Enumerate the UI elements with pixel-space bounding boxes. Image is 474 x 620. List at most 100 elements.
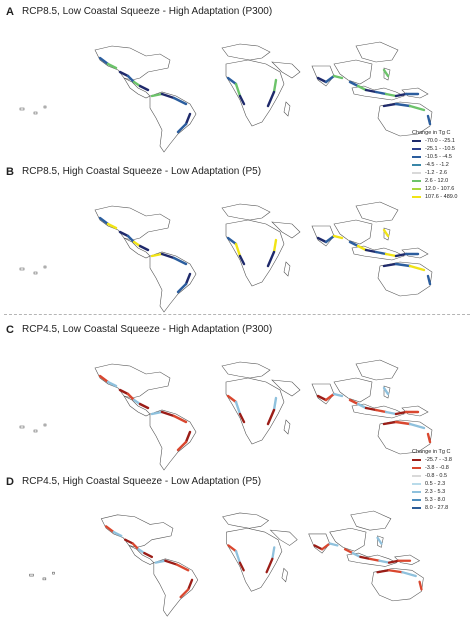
coastal-change-segment: [394, 252, 408, 258]
coastline: [19, 425, 25, 429]
coastline: [329, 527, 367, 552]
legend-label: 12.0 - 107.6: [425, 186, 455, 192]
legend-label: -4.5 - -1.2: [425, 162, 449, 168]
coastal-change-segment: [418, 580, 423, 591]
coastal-change-segment: [426, 274, 432, 286]
coastal-change-segment: [226, 236, 238, 246]
legend-label: -0.8 - 0.5: [425, 473, 448, 479]
legend-label: 2.6 - 12.0: [425, 178, 449, 184]
section-divider: [4, 314, 470, 315]
coastal-change-segment: [364, 248, 378, 254]
panel-title: RCP4.5, Low Coastal Squeeze - High Adapt…: [22, 324, 273, 335]
coastal-change-segment: [98, 374, 110, 384]
legend-item: 12.0 - 107.6: [412, 185, 457, 193]
coastline: [271, 221, 301, 239]
coastline: [33, 111, 38, 115]
coastal-change-segment: [316, 394, 328, 402]
coastline: [221, 203, 271, 221]
coastal-change-segment: [332, 234, 344, 240]
panel-letter: A: [6, 6, 14, 18]
coastal-change-segment: [376, 536, 383, 545]
coastal-change-segment: [106, 380, 118, 388]
coastline: [29, 573, 34, 577]
coastal-change-segment: [172, 414, 188, 424]
coastal-change-segment: [320, 542, 331, 551]
coastline: [351, 403, 405, 419]
coastal-change-segment: [382, 262, 398, 268]
coastal-change-segment: [227, 544, 238, 553]
coastal-change-segment: [238, 561, 245, 572]
coastline: [94, 45, 171, 81]
coastal-change-segment: [364, 406, 378, 412]
coastal-change-segment: [382, 228, 390, 238]
legend-swatch: [412, 164, 421, 166]
coastal-change-segment: [271, 546, 276, 560]
coastline: [43, 105, 47, 109]
coastal-change-segment: [124, 538, 134, 545]
coastline: [333, 59, 373, 85]
coastal-change-segment: [131, 542, 140, 551]
legend-label: -3.8 - -0.8: [425, 465, 449, 471]
legend-label: 5.3 - 8.0: [425, 497, 446, 503]
legend-label: -25.7 - -3.8: [425, 457, 452, 463]
coastal-change-segment: [150, 92, 164, 98]
coastal-change-segment: [408, 422, 426, 430]
coastal-change-segment: [118, 230, 130, 238]
coastal-change-segment: [348, 80, 360, 88]
coastline: [377, 261, 433, 297]
legend-item: 2.3 - 5.3: [412, 488, 452, 496]
coastal-change-segment: [364, 88, 378, 94]
coastal-change-segment: [374, 408, 388, 414]
coastal-change-segment: [368, 557, 381, 562]
coastal-change-segment: [132, 80, 142, 88]
coastal-change-segment: [376, 569, 391, 574]
panel-d: D RCP4.5, High Coastal Squeeze - Low Ada…: [0, 476, 474, 620]
coastline: [355, 359, 399, 381]
coastal-change-segment: [359, 555, 372, 560]
coastline: [350, 510, 392, 531]
coastal-change-segment: [172, 256, 188, 266]
coastline: [94, 363, 171, 399]
coastal-change-segment: [401, 571, 417, 578]
legend-item: 8.0 - 27.8: [412, 504, 452, 512]
world-map: [29, 510, 424, 617]
coastline: [33, 271, 38, 275]
panel-letter: C: [6, 324, 14, 336]
panel-title: RCP8.5, Low Coastal Squeeze - High Adapt…: [22, 6, 273, 17]
legend-item: -4.5 - -1.2: [412, 161, 457, 169]
legend-swatch: [412, 180, 421, 182]
coastline: [377, 101, 433, 137]
coastal-change-segment: [356, 84, 368, 92]
coastline: [283, 261, 291, 277]
coastal-change-segment: [234, 242, 242, 258]
coastal-change-segment: [176, 282, 188, 294]
coastline: [100, 514, 174, 548]
coastal-change-segment: [265, 557, 274, 574]
coastal-change-segment: [426, 114, 432, 126]
coastal-change-segment: [266, 408, 276, 426]
legend-item: 107.6 - 489.0: [412, 193, 457, 201]
coastal-change-segment: [234, 82, 242, 98]
coastal-change-segment: [332, 392, 344, 398]
coastline: [19, 267, 25, 271]
legend-item: 0.5 - 2.3: [412, 480, 452, 488]
coastal-change-segment: [137, 548, 146, 555]
coastal-change-segment: [343, 548, 354, 555]
coastal-change-segment: [226, 394, 238, 404]
legend-item: -25.7 - -3.8: [412, 456, 452, 464]
legend-swatch: [412, 459, 421, 461]
coastal-change-segment: [104, 525, 115, 534]
coastal-change-segment: [172, 96, 188, 106]
panel-title: RCP4.5, High Coastal Squeeze - Low Adapt…: [22, 476, 262, 487]
legend-label: -70.0 - -25.1: [425, 138, 455, 144]
coastline: [52, 571, 55, 575]
coastal-change-segment: [272, 78, 278, 94]
coastal-change-segment: [382, 386, 390, 396]
coastline: [221, 361, 271, 379]
coastline: [333, 377, 373, 403]
coastal-change-segment: [160, 92, 176, 100]
coastal-change-segment: [106, 222, 118, 230]
world-map: [19, 201, 433, 313]
coastline: [226, 527, 283, 592]
coastline: [94, 205, 171, 241]
